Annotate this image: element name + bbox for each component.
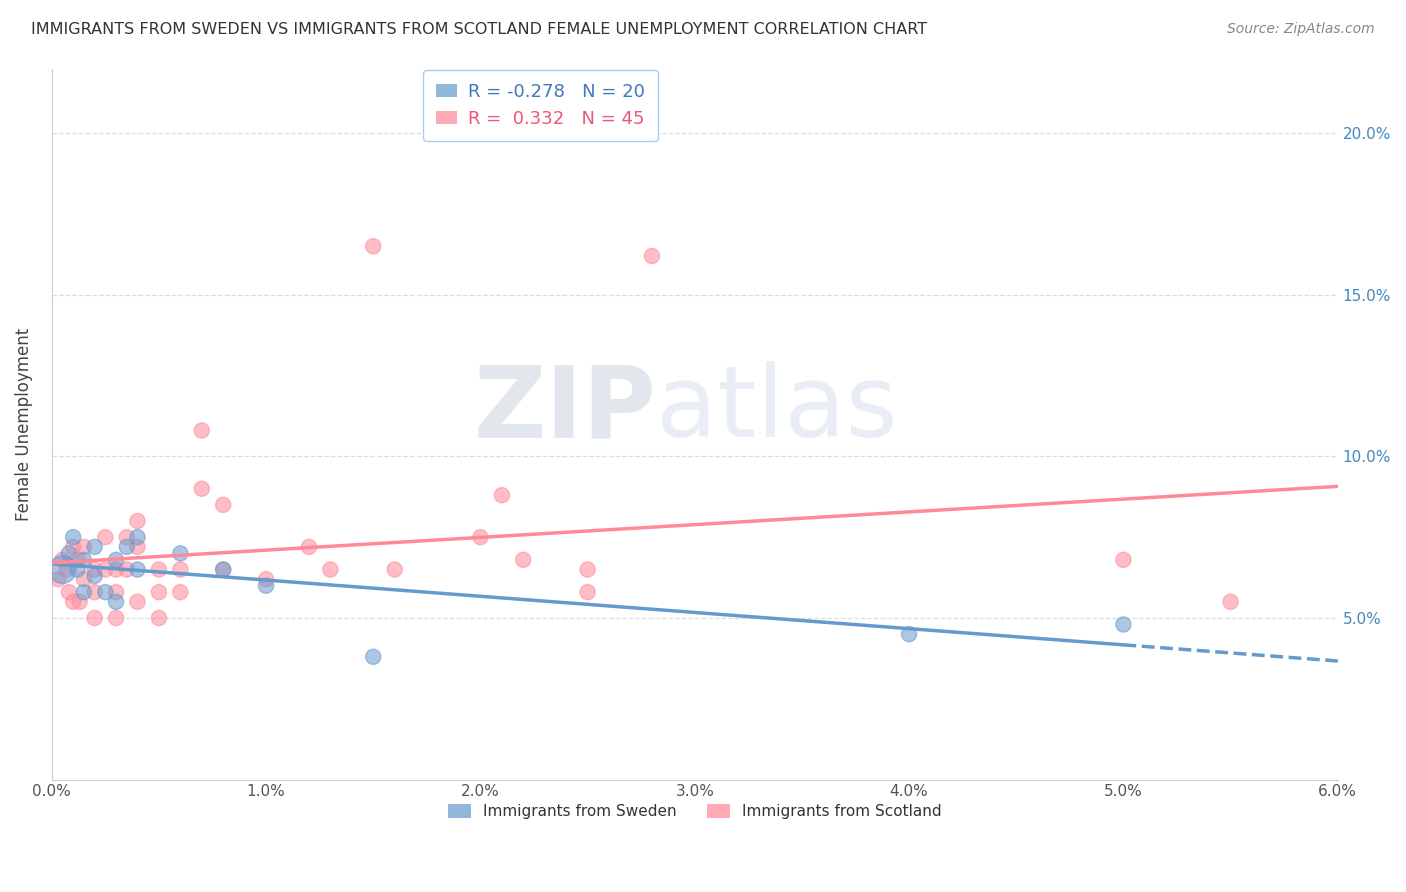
Point — [73, 540, 96, 554]
Point — [127, 530, 149, 544]
Point — [115, 562, 138, 576]
Point — [66, 562, 89, 576]
Point — [62, 540, 84, 554]
Point — [576, 562, 599, 576]
Point — [46, 572, 69, 586]
Point — [512, 553, 534, 567]
Legend: Immigrants from Sweden, Immigrants from Scotland: Immigrants from Sweden, Immigrants from … — [441, 798, 948, 825]
Point — [298, 540, 321, 554]
Point — [51, 562, 73, 576]
Point — [94, 585, 117, 599]
Point — [105, 585, 128, 599]
Point — [1112, 617, 1135, 632]
Point — [73, 553, 96, 567]
Point — [94, 562, 117, 576]
Point — [105, 611, 128, 625]
Point — [212, 562, 235, 576]
Point — [73, 585, 96, 599]
Point — [105, 553, 128, 567]
Point — [83, 611, 105, 625]
Point — [169, 546, 191, 560]
Point — [62, 595, 84, 609]
Point — [83, 540, 105, 554]
Point — [212, 562, 235, 576]
Point — [83, 585, 105, 599]
Text: ZIP: ZIP — [474, 361, 657, 458]
Point — [127, 514, 149, 528]
Point — [58, 546, 80, 560]
Point — [105, 562, 128, 576]
Point — [254, 572, 277, 586]
Point — [69, 595, 91, 609]
Point — [254, 579, 277, 593]
Point — [83, 562, 105, 576]
Point — [169, 585, 191, 599]
Point — [1112, 553, 1135, 567]
Point — [127, 562, 149, 576]
Point — [470, 530, 492, 544]
Point — [127, 595, 149, 609]
Point — [319, 562, 342, 576]
Y-axis label: Female Unemployment: Female Unemployment — [15, 327, 32, 521]
Point — [127, 540, 149, 554]
Point — [491, 488, 513, 502]
Point — [73, 572, 96, 586]
Text: IMMIGRANTS FROM SWEDEN VS IMMIGRANTS FROM SCOTLAND FEMALE UNEMPLOYMENT CORRELATI: IMMIGRANTS FROM SWEDEN VS IMMIGRANTS FRO… — [31, 22, 927, 37]
Point — [898, 627, 921, 641]
Point — [105, 595, 128, 609]
Point — [169, 562, 191, 576]
Point — [384, 562, 406, 576]
Point — [83, 569, 105, 583]
Point — [94, 530, 117, 544]
Text: Source: ZipAtlas.com: Source: ZipAtlas.com — [1227, 22, 1375, 37]
Point — [212, 498, 235, 512]
Point — [641, 249, 664, 263]
Point — [51, 553, 73, 567]
Point — [191, 424, 214, 438]
Point — [55, 562, 77, 576]
Point — [62, 530, 84, 544]
Point — [1219, 595, 1241, 609]
Point — [361, 649, 384, 664]
Point — [58, 585, 80, 599]
Point — [148, 611, 170, 625]
Point — [66, 553, 89, 567]
Point — [191, 482, 214, 496]
Point — [361, 239, 384, 253]
Point — [148, 562, 170, 576]
Point — [148, 585, 170, 599]
Point — [115, 530, 138, 544]
Point — [576, 585, 599, 599]
Text: atlas: atlas — [657, 361, 898, 458]
Point — [115, 540, 138, 554]
